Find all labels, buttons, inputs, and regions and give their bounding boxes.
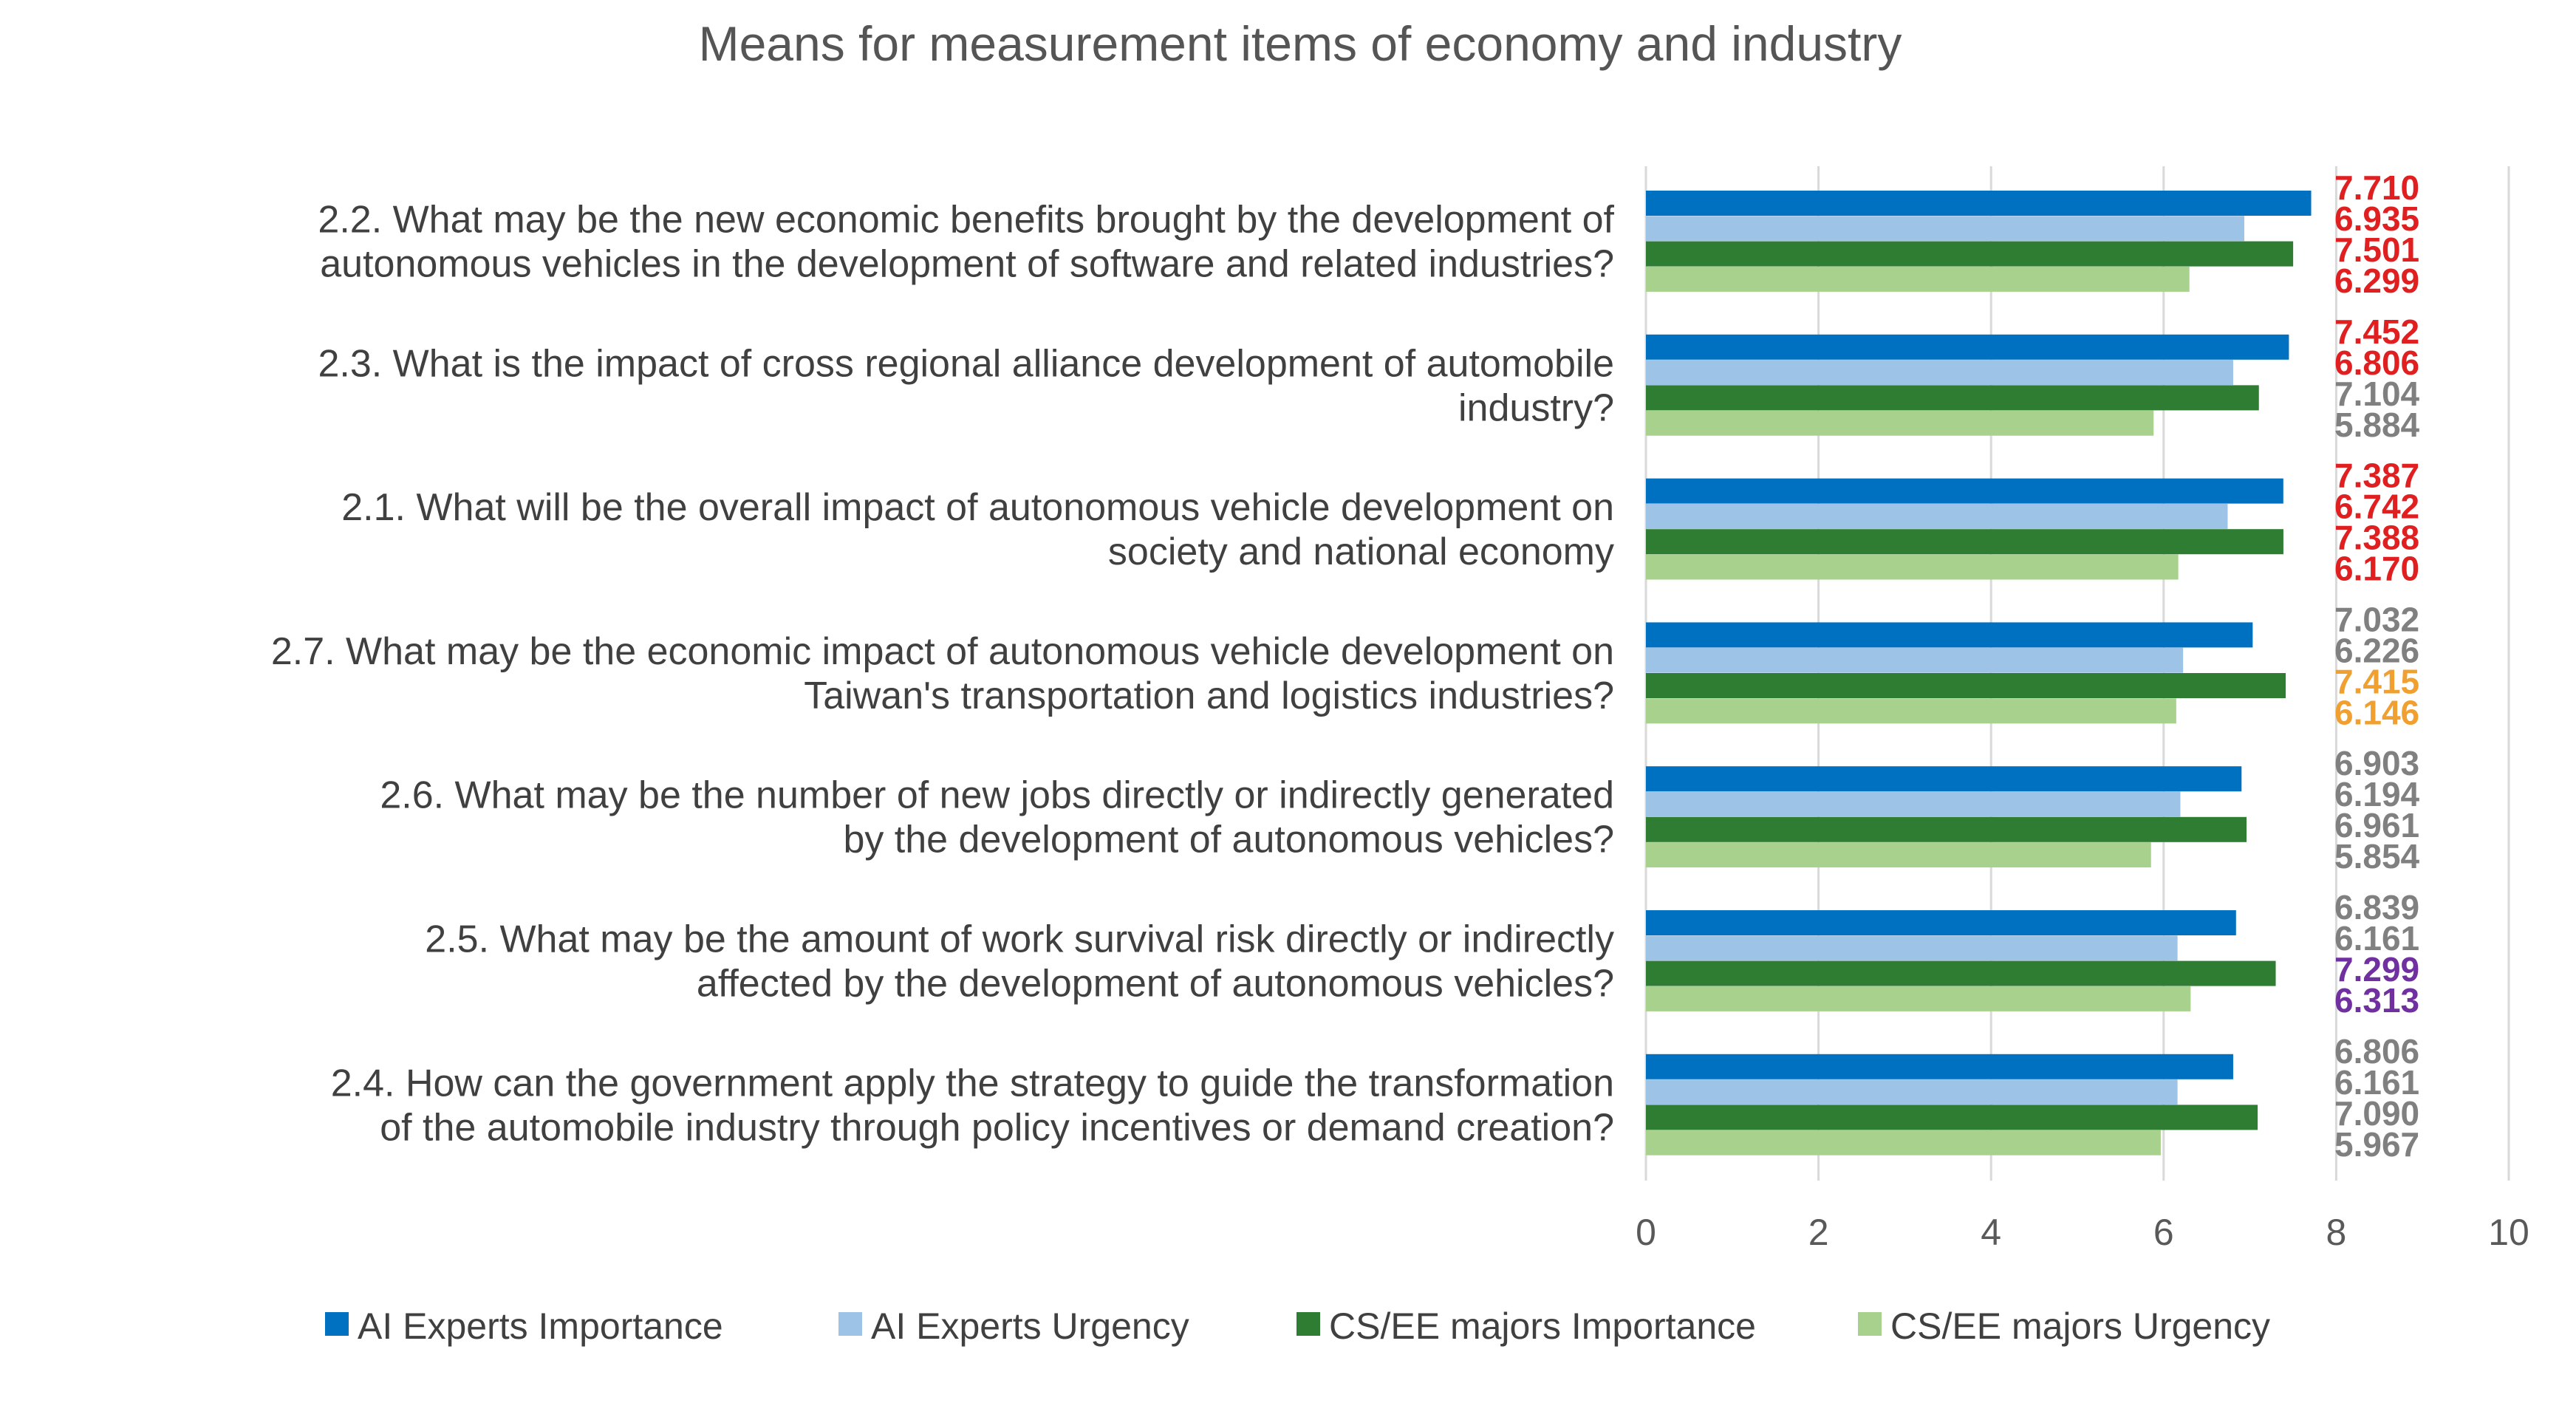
data-label: 7.299 — [2334, 950, 2419, 989]
bar — [1646, 1079, 2178, 1105]
x-axis-tick-labels: 0 2 4 6 8 10 — [1636, 1212, 2529, 1253]
data-label: 7.387 — [2334, 457, 2419, 495]
x-tick-label: 4 — [1981, 1212, 2001, 1253]
bar — [1646, 266, 2190, 292]
legend-swatch — [1858, 1312, 1882, 1336]
bar — [1646, 698, 2176, 724]
legend-swatch — [1296, 1312, 1320, 1336]
category-label: 2.6. What may be the number of new jobs … — [380, 774, 1614, 817]
bar — [1646, 816, 2247, 842]
bar — [1646, 935, 2178, 961]
legend-label: AI Experts Importance — [358, 1305, 723, 1347]
data-label: 7.415 — [2334, 662, 2419, 700]
data-label: 6.161 — [2334, 919, 2419, 957]
data-label: 7.452 — [2334, 313, 2419, 351]
x-tick-label: 2 — [1808, 1212, 1829, 1253]
category-label: 2.2. What may be the new economic benefi… — [318, 198, 1614, 241]
data-label: 6.806 — [2334, 1032, 2419, 1071]
data-label: 6.935 — [2334, 199, 2419, 238]
bar — [1646, 385, 2259, 411]
bar — [1646, 1054, 2233, 1079]
data-label: 6.226 — [2334, 631, 2419, 669]
data-label: 6.146 — [2334, 693, 2419, 731]
legend-label: AI Experts Urgency — [871, 1305, 1189, 1347]
data-label: 7.501 — [2334, 231, 2419, 269]
data-label: 7.032 — [2334, 600, 2419, 638]
x-tick-label: 6 — [2153, 1212, 2174, 1253]
data-label: 6.299 — [2334, 262, 2419, 300]
category-label: 2.3. What is the impact of cross regiona… — [318, 342, 1615, 385]
bar — [1646, 1105, 2258, 1130]
category-label: 2.5. What may be the amount of work surv… — [425, 918, 1614, 960]
category-label: 2.1. What will be the overall impact of … — [341, 486, 1614, 529]
x-tick-label: 0 — [1636, 1212, 1656, 1253]
bar — [1646, 241, 2294, 267]
bar — [1646, 554, 2179, 580]
data-label: 6.170 — [2334, 550, 2419, 588]
category-label: by the development of autonomous vehicle… — [843, 819, 1614, 861]
category-label: 2.4. How can the government apply the st… — [331, 1062, 1614, 1105]
data-label: 5.884 — [2334, 406, 2420, 444]
bar — [1646, 622, 2253, 648]
category-label: society and national economy — [1108, 530, 1614, 573]
category-label: affected by the development of autonomou… — [697, 962, 1614, 1005]
category-label: of the automobile industry through polic… — [380, 1106, 1614, 1149]
data-label: 7.388 — [2334, 519, 2419, 557]
x-tick-label: 10 — [2488, 1212, 2529, 1253]
data-label: 7.710 — [2334, 168, 2419, 207]
data-label: 6.313 — [2334, 981, 2419, 1020]
x-tick-label: 8 — [2326, 1212, 2346, 1253]
bar — [1646, 478, 2283, 504]
category-label: industry? — [1458, 386, 1614, 429]
bar — [1646, 791, 2181, 817]
bar — [1646, 647, 2184, 673]
bar — [1646, 673, 2286, 698]
legend-label: CS/EE majors Urgency — [1890, 1305, 2270, 1347]
bar — [1646, 360, 2233, 386]
data-label: 6.903 — [2334, 744, 2419, 782]
bar — [1646, 410, 2154, 436]
data-label: 6.961 — [2334, 806, 2419, 844]
bar — [1646, 529, 2283, 555]
bar — [1646, 334, 2289, 360]
bars-layer — [1646, 191, 2312, 1155]
legend-swatch — [838, 1312, 862, 1336]
data-label: 6.806 — [2334, 344, 2419, 382]
bar — [1646, 503, 2228, 529]
legend: AI Experts Importance AI Experts Urgency C… — [325, 1305, 2270, 1347]
bar — [1646, 1130, 2161, 1155]
data-label: 7.104 — [2334, 375, 2420, 413]
bar — [1646, 191, 2312, 216]
bar — [1646, 216, 2245, 242]
bar — [1646, 766, 2242, 792]
data-label: 6.194 — [2334, 775, 2420, 813]
data-label: 6.161 — [2334, 1063, 2419, 1102]
data-labels: 7.7106.9357.5016.2997.4526.8067.1045.884… — [2334, 168, 2420, 1164]
bar — [1646, 842, 2151, 868]
data-label: 6.742 — [2334, 488, 2419, 526]
legend-label: CS/EE majors Importance — [1329, 1305, 1756, 1347]
bar — [1646, 910, 2236, 935]
category-labels: 2.2. What may be the new economic benefi… — [271, 198, 1615, 1149]
category-label: autonomous vehicles in the development o… — [320, 242, 1614, 285]
data-label: 7.090 — [2334, 1094, 2419, 1133]
category-label: Taiwan's transportation and logistics in… — [804, 675, 1614, 717]
category-label: 2.7. What may be the economic impact of … — [271, 630, 1614, 673]
data-label: 5.967 — [2334, 1125, 2419, 1164]
legend-swatch — [325, 1312, 349, 1336]
data-label: 6.839 — [2334, 888, 2419, 926]
chart-title: Means for measurement items of economy a… — [699, 16, 1902, 71]
bar — [1646, 960, 2276, 986]
bar — [1646, 986, 2191, 1011]
data-label: 5.854 — [2334, 837, 2420, 875]
